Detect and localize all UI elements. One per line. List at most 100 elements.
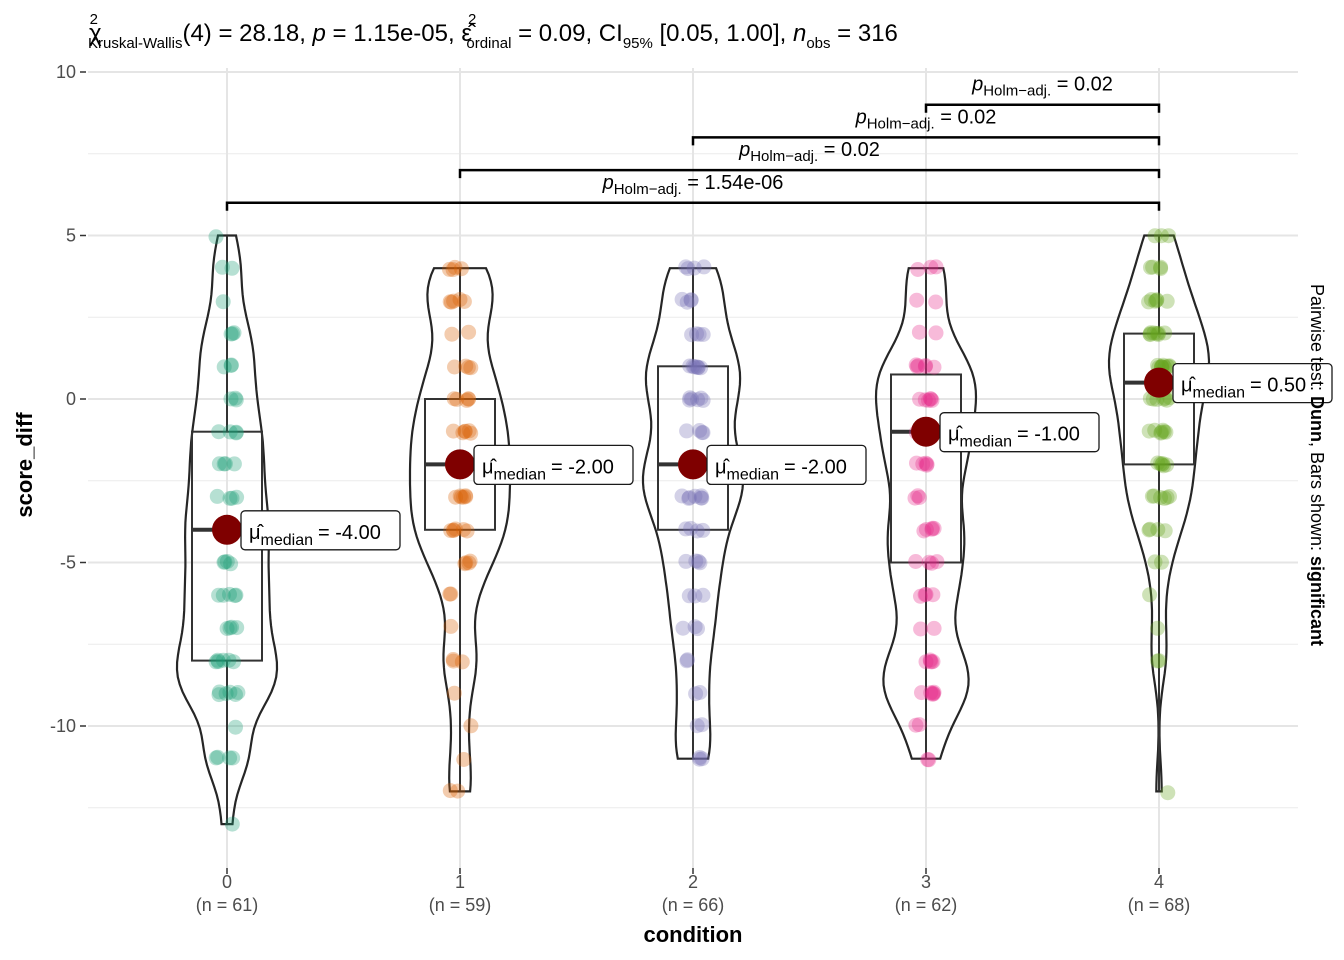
x-tick-label: 2 <box>688 872 698 892</box>
comparison-label: pHolm−adj. = 0.02 <box>971 74 1113 100</box>
data-point <box>460 391 476 407</box>
data-point <box>910 488 926 504</box>
data-point <box>208 229 224 245</box>
data-point <box>1145 259 1161 275</box>
data-point <box>696 259 712 275</box>
data-point <box>457 423 473 439</box>
data-point <box>925 520 940 536</box>
data-point <box>208 750 224 766</box>
data-point <box>909 359 925 375</box>
data-point <box>1153 261 1169 277</box>
data-point <box>681 588 697 604</box>
data-point <box>674 488 690 504</box>
data-point <box>453 261 469 277</box>
data-point <box>684 327 700 343</box>
x-n-label: (n = 59) <box>429 895 492 915</box>
data-point <box>928 294 944 310</box>
right-caption: Pairwise test: Dunn, Bars shown: signifi… <box>1307 284 1327 646</box>
y-tick-label: -10 <box>50 716 76 736</box>
data-point <box>447 521 463 537</box>
median-point <box>1144 367 1174 398</box>
violin-3 <box>874 267 978 760</box>
data-point <box>693 360 709 376</box>
data-point <box>216 456 232 472</box>
axis-layer: 10 5 0 -5 -10 0 (n = 61) 1 (n = 59) 2 (n = 66) 3 (n … <box>50 62 1190 915</box>
data-point <box>924 521 940 537</box>
data-point <box>1153 456 1168 472</box>
data-point <box>688 553 704 569</box>
data-point <box>909 455 924 471</box>
violin-layer <box>175 234 1211 826</box>
data-point <box>1147 554 1163 570</box>
data-point <box>447 359 462 375</box>
data-point <box>689 718 705 734</box>
data-point <box>442 261 457 277</box>
data-point <box>1156 424 1172 440</box>
data-point <box>228 424 244 440</box>
data-point <box>917 359 933 374</box>
data-point <box>687 488 703 504</box>
data-point <box>225 326 241 342</box>
data-point <box>211 684 227 700</box>
x-tick-label: 3 <box>921 872 931 892</box>
data-point <box>211 687 227 703</box>
data-point <box>216 359 232 375</box>
x-axis-title: condition <box>644 922 743 947</box>
median-point <box>911 416 941 447</box>
data-point <box>461 423 477 439</box>
data-point <box>445 653 461 669</box>
median-label-text: μ̂median = 0.50 <box>1181 375 1306 402</box>
data-point <box>445 262 461 278</box>
data-point <box>911 490 927 505</box>
data-point <box>217 456 233 472</box>
box-layer <box>191 235 1195 825</box>
data-point <box>918 654 934 670</box>
data-point <box>226 325 242 341</box>
data-point <box>1159 457 1175 473</box>
data-point <box>223 358 239 373</box>
data-point <box>460 359 476 375</box>
data-point <box>1147 422 1163 438</box>
data-point <box>1142 326 1158 342</box>
data-point <box>1156 490 1172 506</box>
data-point <box>1150 653 1165 669</box>
violin-2 <box>641 267 745 760</box>
data-point <box>679 294 695 310</box>
data-point <box>688 686 704 702</box>
data-point <box>929 554 945 570</box>
data-point <box>681 490 697 506</box>
data-point <box>923 259 939 275</box>
data-point <box>911 717 927 733</box>
data-point <box>223 391 239 407</box>
data-point <box>923 653 938 669</box>
data-point <box>1141 423 1157 439</box>
data-point <box>227 390 243 406</box>
data-point <box>689 326 705 342</box>
data-point <box>680 652 695 668</box>
data-point <box>1162 489 1177 504</box>
data-point <box>1144 488 1160 504</box>
data-point <box>463 425 479 441</box>
violin-0 <box>175 234 279 826</box>
data-point <box>446 293 462 309</box>
data-point <box>1161 228 1177 244</box>
data-point <box>457 424 473 439</box>
data-point <box>1160 785 1176 801</box>
data-point <box>1142 521 1158 537</box>
data-point <box>693 490 709 506</box>
data-point <box>919 457 935 473</box>
data-point <box>457 556 473 572</box>
data-point <box>1141 294 1157 310</box>
data-point <box>909 292 925 308</box>
data-point <box>910 358 926 374</box>
data-point <box>682 392 697 408</box>
data-point <box>224 260 240 276</box>
x-tick-label: 1 <box>455 872 465 892</box>
data-point <box>913 621 929 637</box>
data-point <box>1150 522 1166 538</box>
data-point <box>682 390 698 406</box>
data-point <box>445 423 461 439</box>
data-point <box>926 684 942 700</box>
